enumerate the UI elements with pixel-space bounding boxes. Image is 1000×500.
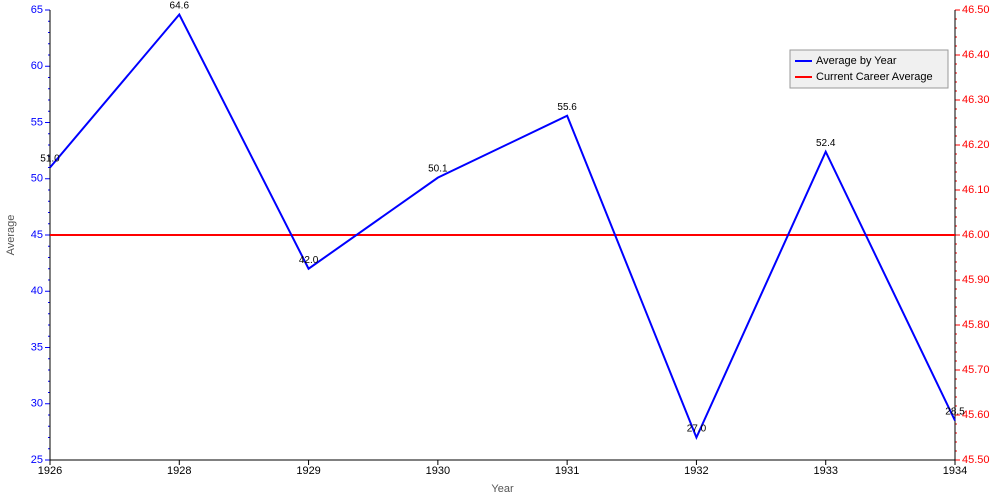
legend-label: Average by Year: [816, 55, 897, 67]
data-point-label: 55.6: [557, 102, 577, 113]
y1-tick-label: 25: [31, 454, 43, 466]
y1-tick-label: 40: [31, 285, 43, 297]
x-tick-label: 1930: [426, 465, 450, 477]
y2-tick-label: 45.60: [962, 409, 990, 421]
x-tick-label: 1932: [684, 465, 708, 477]
y1-tick-label: 30: [31, 398, 43, 410]
y1-tick-label: 45: [31, 229, 43, 241]
y2-tick-label: 46.30: [962, 94, 990, 106]
legend-label: Current Career Average: [816, 71, 933, 83]
y1-tick-label: 55: [31, 116, 43, 128]
data-point-label: 64.6: [170, 1, 190, 12]
data-point-label: 51.0: [40, 154, 60, 165]
y2-tick-label: 45.50: [962, 454, 990, 466]
y2-tick-label: 45.90: [962, 274, 990, 286]
y2-tick-label: 45.80: [962, 319, 990, 331]
y2-tick-label: 46.50: [962, 4, 990, 16]
x-tick-label: 1929: [296, 465, 320, 477]
y2-tick-label: 46.10: [962, 184, 990, 196]
data-point-label: 52.4: [816, 138, 836, 149]
data-point-label: 50.1: [428, 164, 448, 175]
x-tick-label: 1934: [943, 465, 967, 477]
x-tick-label: 1931: [555, 465, 579, 477]
y-axis-title: Average: [5, 215, 17, 256]
x-axis-title: Year: [491, 483, 514, 495]
data-point-label: 28.5: [945, 407, 965, 418]
y2-tick-label: 46.20: [962, 139, 990, 151]
y1-tick-label: 60: [31, 60, 43, 72]
data-point-label: 27.0: [687, 424, 707, 435]
x-tick-label: 1926: [38, 465, 62, 477]
y2-tick-label: 46.40: [962, 49, 990, 61]
y1-tick-label: 50: [31, 173, 43, 185]
y1-tick-label: 35: [31, 341, 43, 353]
x-tick-label: 1928: [167, 465, 191, 477]
y2-tick-label: 46.00: [962, 229, 990, 241]
y1-tick-label: 65: [31, 4, 43, 16]
x-tick-label: 1933: [813, 465, 837, 477]
data-point-label: 42.0: [299, 255, 319, 266]
y2-tick-label: 45.70: [962, 364, 990, 376]
line-chart: 25 30 35 40 45 50 55 60 65 45.50 45.60 45.70 45.80 45…: [0, 0, 1000, 500]
